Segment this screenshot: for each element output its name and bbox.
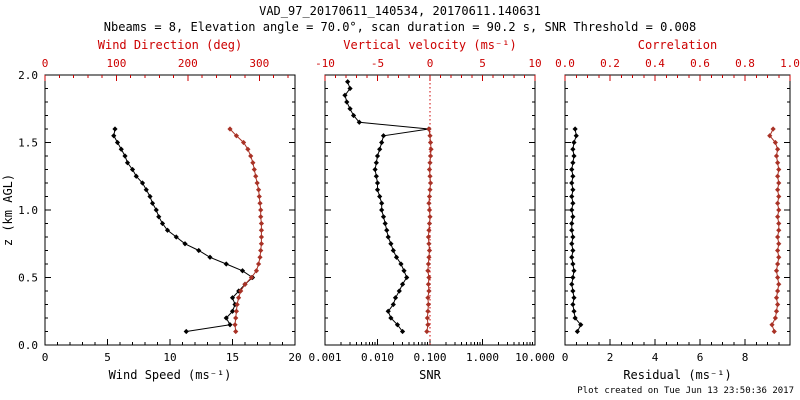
svg-text:6: 6 — [697, 351, 704, 364]
svg-text:0.100: 0.100 — [413, 351, 446, 364]
plot-title: VAD_97_20170611_140534, 20170611.140631 — [259, 4, 541, 18]
svg-text:Residual (ms⁻¹): Residual (ms⁻¹) — [623, 368, 731, 382]
vertical-velocity-series — [424, 126, 434, 335]
svg-text:1.000: 1.000 — [466, 351, 499, 364]
svg-text:15: 15 — [226, 351, 239, 364]
svg-text:10.000: 10.000 — [515, 351, 555, 364]
svg-text:0: 0 — [562, 351, 569, 364]
svg-text:Vertical velocity (ms⁻¹): Vertical velocity (ms⁻¹) — [343, 38, 516, 52]
svg-text:300: 300 — [249, 57, 269, 70]
svg-text:0.001: 0.001 — [308, 351, 341, 364]
svg-text:1.0: 1.0 — [18, 204, 38, 217]
svg-text:-5: -5 — [371, 57, 384, 70]
svg-text:z (km AGL): z (km AGL) — [1, 174, 15, 246]
svg-text:4: 4 — [652, 351, 659, 364]
svg-text:5: 5 — [479, 57, 486, 70]
svg-text:8: 8 — [742, 351, 749, 364]
svg-text:0.0: 0.0 — [18, 339, 38, 352]
svg-text:0.0: 0.0 — [555, 57, 575, 70]
snr-vertical-velocity-panel: 0.001 0.010 0.100 1.000 10.000 SNR -10 -5 0 5 10 Ve… — [308, 38, 554, 382]
svg-text:0.5: 0.5 — [18, 272, 38, 285]
svg-text:100: 100 — [106, 57, 126, 70]
svg-text:0.010: 0.010 — [361, 351, 394, 364]
svg-text:2.0: 2.0 — [18, 69, 38, 82]
svg-text:200: 200 — [178, 57, 198, 70]
svg-text:1.5: 1.5 — [18, 137, 38, 150]
svg-text:2: 2 — [607, 351, 614, 364]
svg-text:10: 10 — [528, 57, 541, 70]
svg-text:5: 5 — [104, 351, 111, 364]
svg-text:Wind Speed (ms⁻¹): Wind Speed (ms⁻¹) — [109, 368, 232, 382]
snr-series — [342, 79, 432, 335]
wind-speed-direction-panel: 0.0 0.5 1.0 1.5 2.0 z (km AGL) 0 5 10 15 20 Wind Sp… — [1, 38, 302, 382]
plot-subtitle: Nbeams = 8, Elevation angle = 70.0°, sca… — [103, 20, 697, 34]
svg-text:1.0: 1.0 — [780, 57, 800, 70]
svg-text:0: 0 — [427, 57, 434, 70]
wind-direction-series — [227, 126, 265, 335]
correlation-series — [767, 126, 782, 335]
plot-created-timestamp: Plot created on Tue Jun 13 23:50:36 2017 — [577, 386, 794, 396]
svg-text:0: 0 — [42, 351, 49, 364]
svg-text:10: 10 — [163, 351, 176, 364]
residual-correlation-panel: 0 2 4 6 8 Residual (ms⁻¹) 0.0 0.2 0.4 0.6 0.8 1.0 Co… — [555, 38, 800, 382]
residual-series — [569, 126, 584, 335]
svg-text:-10: -10 — [315, 57, 335, 70]
svg-text:0.2: 0.2 — [600, 57, 620, 70]
svg-text:0.8: 0.8 — [735, 57, 755, 70]
svg-text:Wind Direction (deg): Wind Direction (deg) — [98, 38, 243, 52]
svg-text:SNR: SNR — [419, 368, 441, 382]
svg-text:0: 0 — [42, 57, 49, 70]
svg-text:0.6: 0.6 — [690, 57, 710, 70]
svg-text:Correlation: Correlation — [638, 38, 717, 52]
wind-speed-series — [111, 126, 256, 335]
svg-text:20: 20 — [288, 351, 301, 364]
svg-text:0.4: 0.4 — [645, 57, 665, 70]
